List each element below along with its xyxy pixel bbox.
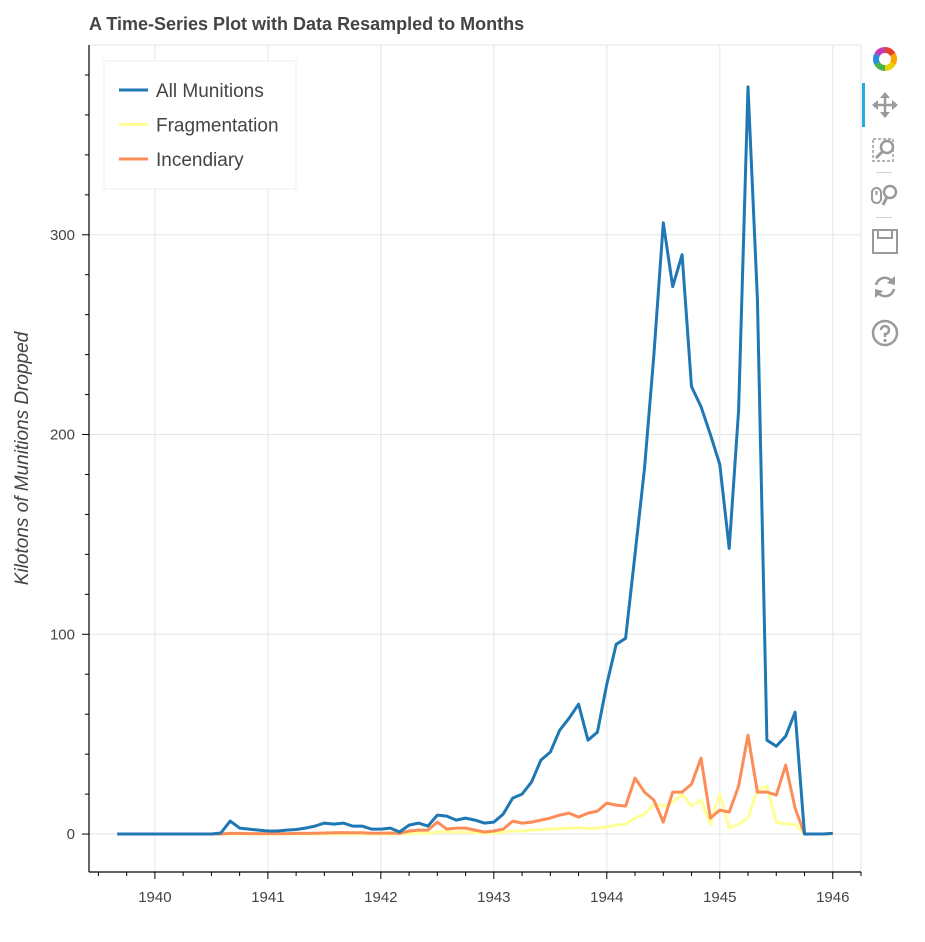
x-tick-label: 1945 [703,889,736,906]
x-tick-label: 1942 [364,889,397,906]
axis-layer: 1940 1941 1942 1943 1944 1945 1946 0 100 200 300 Ki… [12,45,862,906]
series-layer [117,85,833,836]
y-axis-label: Kilotons of Munitions Dropped [12,330,33,585]
legend-item-label[interactable]: All Munitions [156,81,264,102]
grid-layer [89,44,862,872]
reset-tool-icon[interactable] [870,272,900,302]
series-line-incendiary [117,733,833,836]
y-tick-label: 300 [50,227,75,244]
legend-item-label[interactable]: Fragmentation [156,116,279,137]
y-tick-label: 0 [67,826,75,843]
x-tick-label: 1943 [477,889,510,906]
series-line-all-munitions [117,85,833,836]
x-tick-label: 1944 [590,889,623,906]
legend[interactable]: All Munitions Fragmentation Incendiary [103,60,297,190]
wheel-zoom-tool-icon[interactable] [870,180,900,210]
x-tick-label: 1941 [251,889,284,906]
bokeh-logo-icon[interactable] [870,44,900,74]
pan-active-indicator [862,83,865,127]
pan-tool-icon[interactable] [870,90,900,120]
help-tool-icon[interactable] [870,318,900,348]
y-tick-label: 100 [50,626,75,643]
chart-title: A Time-Series Plot with Data Resampled t… [89,14,525,34]
save-tool-icon[interactable] [870,226,900,256]
toolbar-separator [876,172,892,173]
toolbar-separator [876,217,892,218]
legend-item-label[interactable]: Incendiary [156,150,244,171]
x-tick-label: 1940 [138,889,171,906]
x-tick-label: 1946 [816,889,849,906]
box-zoom-tool-icon[interactable] [870,135,900,165]
y-tick-label: 200 [50,427,75,444]
